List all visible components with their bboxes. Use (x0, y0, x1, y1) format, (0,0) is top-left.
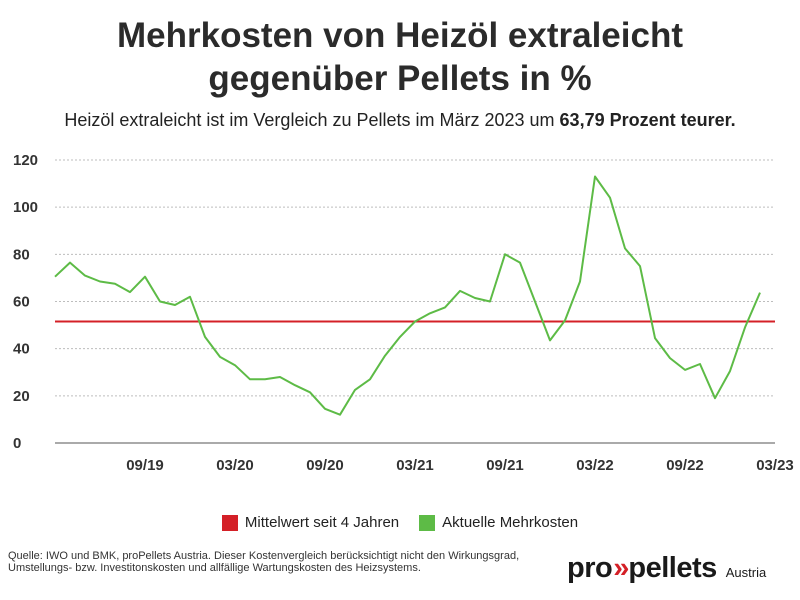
x-tick-label: 09/22 (666, 457, 704, 474)
x-tick-label: 03/22 (576, 457, 614, 474)
x-tick-label: 03/23 (756, 457, 794, 474)
x-tick-label: 09/19 (126, 457, 164, 474)
grid-lines (55, 159, 775, 397)
y-tick-label: 60 (13, 294, 30, 311)
propellets-logo: pro» pellets Austria (567, 552, 766, 585)
legend-label-current: Aktuelle Mehrkosten (442, 514, 579, 531)
x-tick-label: 09/20 (306, 457, 344, 474)
logo-text-pellets: pellets (628, 552, 717, 584)
chart-title-line2: gegenüber Pellets in % (208, 59, 592, 98)
y-tick-label: 80 (13, 246, 30, 263)
y-tick-label: 20 (13, 388, 30, 405)
legend-swatch-red (221, 514, 238, 531)
x-tick-label: 03/20 (216, 457, 254, 474)
subtitle-text: Heizöl extraleicht ist im Vergleich zu P… (64, 110, 560, 130)
logo-arrows-icon: » (613, 552, 629, 584)
logo-text-pro: pro (567, 552, 613, 584)
y-tick-label: 0 (13, 435, 21, 452)
chart-series (54, 175, 775, 416)
chart-subtitle: Heizöl extraleicht ist im Vergleich zu P… (0, 110, 800, 131)
chart-title: Mehrkosten von Heizöl extraleicht gegenü… (0, 14, 800, 100)
legend-item-mean: Mittelwert seit 4 Jahren (221, 514, 400, 531)
y-tick-label: 100 (13, 199, 38, 216)
x-tick-label: 03/21 (396, 457, 434, 474)
logo-subtext: Austria (725, 565, 767, 580)
series-line-current (54, 175, 761, 416)
source-note: Quelle: IWO und BMK, proPellets Austria.… (8, 550, 520, 574)
y-tick-label: 120 (13, 152, 38, 169)
x-tick-label: 09/21 (486, 457, 524, 474)
line-chart: 0 20 40 60 80 100 120 09/19 03/20 09/20 03/21 09/2… (13, 152, 794, 474)
subtitle-highlight: 63,79 Prozent teurer. (559, 110, 736, 130)
legend-swatch-green (419, 514, 436, 531)
x-axis-ticks: 09/19 03/20 09/20 03/21 09/21 03/22 09/22 03/23 (126, 457, 794, 474)
chart-legend: Mittelwert seit 4 Jahren Aktuelle Mehrko… (0, 514, 800, 531)
legend-label-mean: Mittelwert seit 4 Jahren (244, 514, 400, 531)
chart-title-line1: Mehrkosten von Heizöl extraleicht (117, 16, 683, 55)
legend-item-current: Aktuelle Mehrkosten (419, 514, 578, 531)
y-tick-label: 40 (13, 341, 30, 358)
y-axis-ticks: 0 20 40 60 80 100 120 (13, 152, 38, 452)
